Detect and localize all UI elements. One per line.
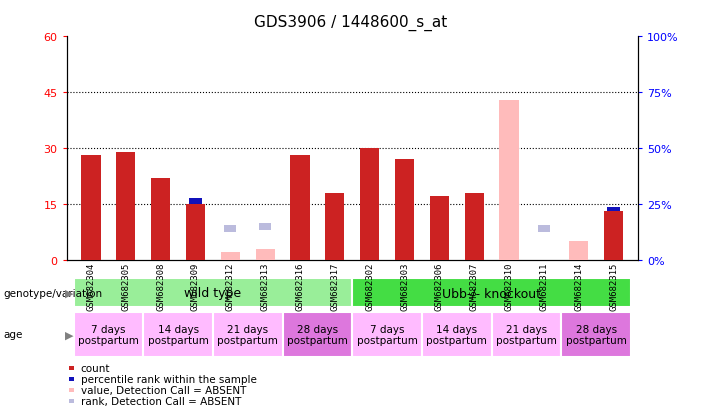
Text: 28 days
postpartum: 28 days postpartum <box>287 324 348 345</box>
Bar <box>116 152 135 260</box>
Bar <box>538 225 550 232</box>
Text: value, Detection Call = ABSENT: value, Detection Call = ABSENT <box>81 385 246 395</box>
Text: age: age <box>4 330 23 339</box>
Bar <box>395 160 414 260</box>
Text: 14 days
postpartum: 14 days postpartum <box>426 324 487 345</box>
Text: rank, Detection Call = ABSENT: rank, Detection Call = ABSENT <box>81 396 241 406</box>
Bar <box>151 178 170 260</box>
Bar <box>224 225 236 232</box>
Bar <box>256 249 275 260</box>
Text: ▶: ▶ <box>64 288 73 298</box>
Bar <box>430 197 449 260</box>
Bar <box>360 149 379 260</box>
Bar <box>503 197 515 203</box>
Bar <box>221 253 240 260</box>
Bar <box>353 312 422 357</box>
Bar <box>189 199 202 206</box>
Bar <box>213 312 283 357</box>
Bar <box>143 312 213 357</box>
Bar <box>325 193 344 260</box>
Bar <box>294 188 306 195</box>
Bar <box>283 312 353 357</box>
Bar <box>604 212 623 260</box>
Text: wild type: wild type <box>184 286 241 299</box>
Bar <box>81 156 100 260</box>
Text: percentile rank within the sample: percentile rank within the sample <box>81 374 257 384</box>
Text: Ubb-/- knockout: Ubb-/- knockout <box>442 286 541 299</box>
Text: genotype/variation: genotype/variation <box>4 288 102 298</box>
Text: 21 days
postpartum: 21 days postpartum <box>496 324 557 345</box>
Bar <box>364 190 376 197</box>
Bar <box>74 312 143 357</box>
Bar <box>499 100 519 260</box>
Text: 7 days
postpartum: 7 days postpartum <box>78 324 139 345</box>
Bar <box>353 278 631 308</box>
Bar <box>422 312 491 357</box>
Bar <box>186 204 205 260</box>
Text: 14 days
postpartum: 14 days postpartum <box>148 324 208 345</box>
Bar <box>398 195 411 201</box>
Bar <box>569 242 588 260</box>
Bar <box>120 192 132 199</box>
Text: GDS3906 / 1448600_s_at: GDS3906 / 1448600_s_at <box>254 14 447 31</box>
Bar <box>433 199 445 206</box>
Bar <box>465 193 484 260</box>
Bar <box>74 278 353 308</box>
Bar <box>491 312 562 357</box>
Text: 28 days
postpartum: 28 days postpartum <box>566 324 627 345</box>
Bar <box>259 223 271 230</box>
Bar <box>468 199 480 206</box>
Text: 7 days
postpartum: 7 days postpartum <box>357 324 418 345</box>
Bar <box>608 208 620 214</box>
Text: 21 days
postpartum: 21 days postpartum <box>217 324 278 345</box>
Bar <box>290 156 310 260</box>
Bar <box>329 197 341 203</box>
Bar <box>85 192 97 199</box>
Text: ▶: ▶ <box>64 330 73 339</box>
Text: count: count <box>81 363 110 373</box>
Bar <box>562 312 631 357</box>
Bar <box>154 197 167 203</box>
